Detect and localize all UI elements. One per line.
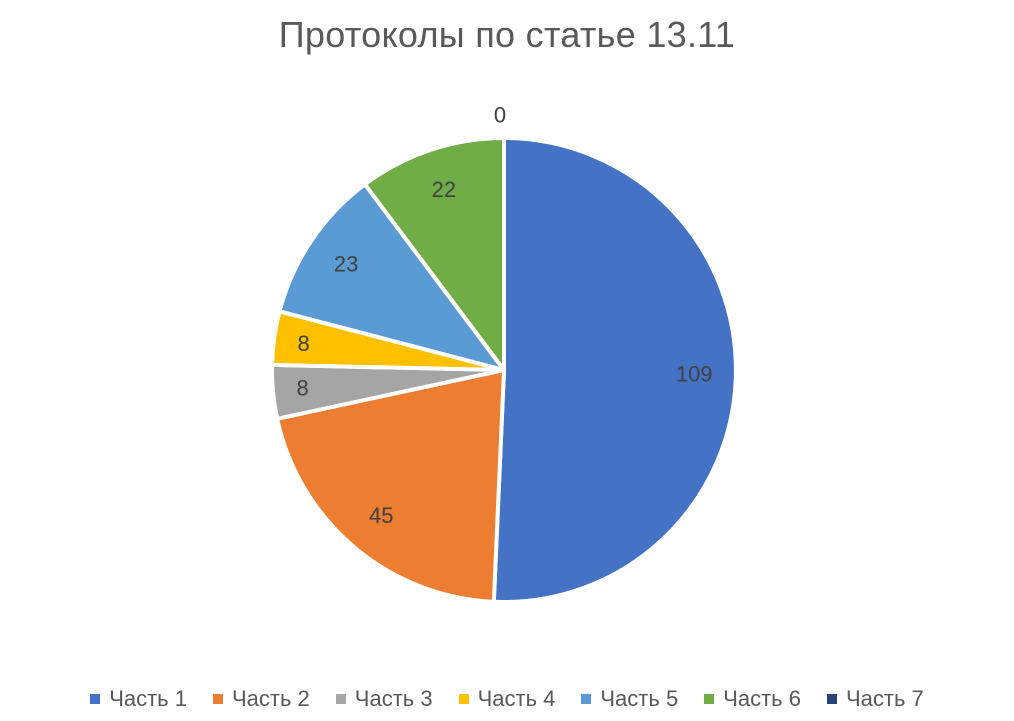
pie-data-labels: 109 45 8 8 23 22 0 <box>296 103 712 528</box>
pie-slice-часть-6 <box>362 136 506 372</box>
data-label-часть-4: 8 <box>297 331 309 356</box>
data-label-часть-1: 109 <box>676 362 713 387</box>
legend-swatch <box>458 694 469 704</box>
pie-slices <box>270 136 738 604</box>
legend-label: Часть 6 <box>723 686 801 711</box>
legend-swatch <box>826 694 837 704</box>
legend-label: Часть 1 <box>109 686 187 711</box>
legend-item: Часть 4 <box>458 686 556 712</box>
chart-title: Протоколы по статье 13.11 <box>278 14 736 55</box>
legend: Часть 1 Часть 2 Часть 3 Часть 4 Часть 5 Часть… <box>0 684 1014 714</box>
legend-label: Часть 5 <box>600 686 679 711</box>
legend-item: Часть 7 <box>826 686 924 712</box>
legend-item: Часть 6 <box>704 686 801 712</box>
legend-item: Часть 5 <box>581 686 678 712</box>
legend-swatch <box>581 694 592 704</box>
pie-slice-часть-5 <box>277 182 506 372</box>
data-label-часть-5: 23 <box>334 251 358 276</box>
legend-swatch <box>335 694 346 704</box>
data-label-часть-3: 8 <box>296 376 308 401</box>
legend-item: Часть 1 <box>90 686 187 712</box>
legend-label: Часть 3 <box>354 686 433 711</box>
pie-slice-часть-2 <box>275 368 506 604</box>
legend-label: Часть 4 <box>477 686 556 711</box>
data-label-часть-2: 45 <box>369 503 393 528</box>
legend-item: Часть 3 <box>335 686 433 712</box>
legend-swatch <box>90 694 101 704</box>
data-label-часть-7: 0 <box>494 103 506 128</box>
legend-label: Часть 2 <box>232 686 310 711</box>
legend-swatch <box>704 694 715 704</box>
data-label-часть-6: 22 <box>432 177 456 202</box>
legend-item: Часть 2 <box>213 686 310 712</box>
legend-label: Часть 7 <box>845 686 924 711</box>
pie-slice-часть-1 <box>491 136 738 604</box>
legend-swatch <box>213 694 223 704</box>
